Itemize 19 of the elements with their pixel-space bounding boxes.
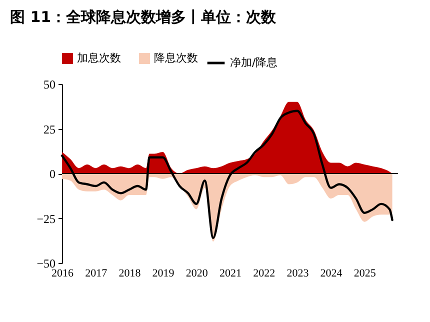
y-tick-label: −25 [36,212,56,226]
x-tick-label: 2016 [52,268,74,280]
x-tick-label: 2022 [253,268,276,280]
y-tick-label: −50 [36,256,56,270]
x-tick-label: 2020 [186,268,208,280]
chart-title: 图 11：全球降息次数增多丨单位：次数 [10,8,278,26]
x-tick-label: 2025 [354,268,376,280]
y-tick-label: 0 [50,167,56,181]
y-tick-label: 25 [44,122,56,136]
x-tick-label: 2019 [152,268,175,280]
x-tick-label: 2017 [85,268,108,280]
legend-label: 加息次数 [77,52,121,65]
x-tick-label: 2018 [118,268,142,280]
legend-label: 降息次数 [154,52,198,65]
legend-label: 净加/降息 [230,56,278,69]
x-tick-label: 2021 [220,268,242,280]
y-tick-label: 50 [44,78,56,92]
x-tick-label: 2024 [320,268,343,280]
x-tick-label: 2023 [286,268,310,280]
